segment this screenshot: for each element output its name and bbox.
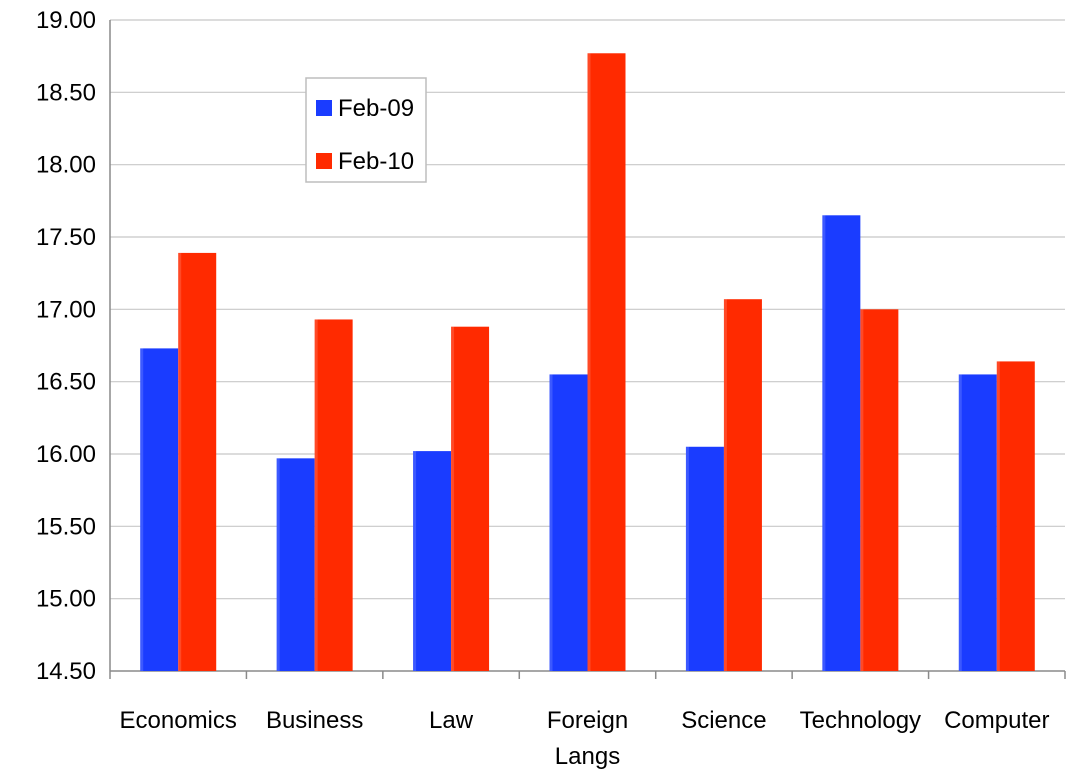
bar-feb-10-computer [996,361,1035,671]
bar-highlight [723,299,727,671]
bar-highlight [314,319,318,671]
y-tick-label: 19.00 [36,7,96,34]
bar-highlight [549,374,553,671]
x-category-label-line: Computer [944,707,1049,734]
y-tick-label: 18.50 [36,79,96,106]
x-category-label: Computer [944,707,1049,734]
x-category-label: Business [266,707,363,734]
y-tick-label: 17.50 [36,224,96,251]
x-category-label: Economics [120,707,237,734]
bar-highlight [178,252,182,671]
y-tick-label: 15.50 [36,513,96,540]
x-category-label-line: Law [429,707,474,734]
y-tick-label: 16.50 [36,369,96,396]
x-category-label-line: Science [681,707,766,734]
legend-swatch [316,153,332,169]
bar-feb-10-technology [860,309,899,671]
bar-highlight [860,309,864,671]
bar-feb-09-business [276,458,315,671]
y-tick-label: 16.00 [36,441,96,468]
y-tick-label: 14.50 [36,658,96,685]
y-tick-label: 15.00 [36,586,96,613]
bar-feb-10-business [314,319,353,671]
legend-label: Feb-09 [338,95,414,122]
x-category-label: Foreign Langs [547,707,628,769]
x-category-label-line: Business [266,707,363,734]
bar-feb-10-economics [178,252,217,671]
legend-swatch [316,100,332,116]
bar-highlight [996,361,1000,671]
bar-feb-09-law [413,451,452,671]
bar-feb-09-computer [958,374,997,671]
bar-feb-10-science [723,299,762,671]
bar-feb-09-technology [822,215,861,672]
y-tick-label: 18.00 [36,152,96,179]
bar-highlight [413,451,417,671]
bar-highlight [587,53,591,672]
bar-highlight [451,326,455,671]
x-category-label-line: Langs [555,743,620,769]
x-category-label: Law [429,707,474,734]
bar-highlight [822,215,826,672]
x-category-label-line: Technology [800,707,921,734]
axis-labels: 14.50 15.00 15.50 16.00 16.50 17.00 17.50 18.00… [36,7,1050,770]
bar-highlight [958,374,962,671]
bar-highlight [276,458,280,671]
x-category-label-line: Economics [120,707,237,734]
bar-feb-09-science [685,446,724,671]
bar-highlight [140,348,144,671]
legend: Feb-09 Feb-10 [305,77,427,183]
x-category-label: Technology [800,707,921,734]
x-category-label: Science [681,707,766,734]
legend-label: Feb-10 [338,148,414,175]
bars [140,53,1035,672]
bar-feb-09-foreign [549,374,588,671]
bar-highlight [685,446,689,671]
bar-feb-09-economics [140,348,179,671]
x-category-label-line: Foreign [547,707,628,734]
bar-feb-10-law [451,326,490,671]
y-tick-label: 17.00 [36,296,96,323]
bar-feb-10-foreign [587,53,626,672]
